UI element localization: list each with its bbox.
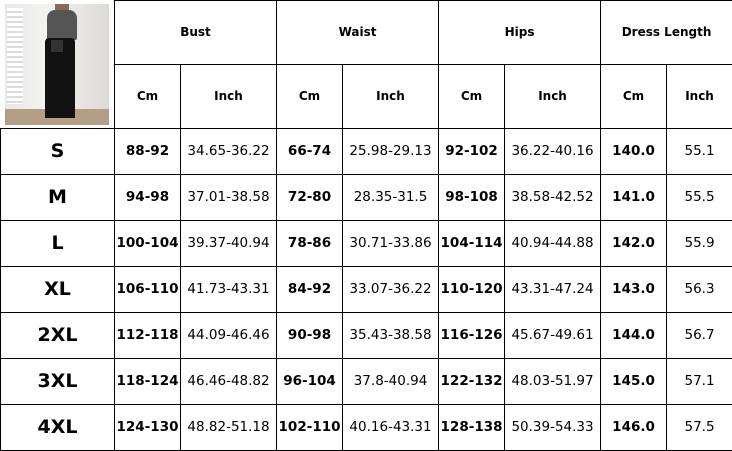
cm-value: 141.0 bbox=[601, 174, 667, 220]
size-label: L bbox=[1, 220, 115, 266]
inch-value: 56.3 bbox=[667, 266, 732, 312]
header-hips: Hips bbox=[439, 1, 601, 65]
cm-value: 94-98 bbox=[115, 174, 181, 220]
cm-value: 146.0 bbox=[601, 404, 667, 450]
unit-header: Cm bbox=[277, 64, 343, 128]
inch-value: 25.98-29.13 bbox=[343, 128, 439, 174]
cm-value: 144.0 bbox=[601, 312, 667, 358]
inch-value: 35.43-38.58 bbox=[343, 312, 439, 358]
unit-header: Inch bbox=[505, 64, 601, 128]
inch-value: 55.5 bbox=[667, 174, 732, 220]
unit-header: Inch bbox=[343, 64, 439, 128]
inch-value: 43.31-47.24 bbox=[505, 266, 601, 312]
unit-header: Inch bbox=[667, 64, 732, 128]
size-label: 4XL bbox=[1, 404, 115, 450]
inch-value: 40.16-43.31 bbox=[343, 404, 439, 450]
inch-value: 37.01-38.58 bbox=[181, 174, 277, 220]
inch-value: 46.46-48.82 bbox=[181, 358, 277, 404]
cm-value: 124-130 bbox=[115, 404, 181, 450]
header-bust: Bust bbox=[115, 1, 277, 65]
inch-value: 55.1 bbox=[667, 128, 732, 174]
inch-value: 39.37-40.94 bbox=[181, 220, 277, 266]
cm-value: 142.0 bbox=[601, 220, 667, 266]
inch-value: 48.03-51.97 bbox=[505, 358, 601, 404]
inch-value: 57.1 bbox=[667, 358, 732, 404]
inch-value: 57.5 bbox=[667, 404, 732, 450]
inch-value: 33.07-36.22 bbox=[343, 266, 439, 312]
unit-header: Inch bbox=[181, 64, 277, 128]
cm-value: 66-74 bbox=[277, 128, 343, 174]
cm-value: 88-92 bbox=[115, 128, 181, 174]
inch-value: 37.8-40.94 bbox=[343, 358, 439, 404]
product-photo-cell bbox=[1, 1, 115, 129]
cm-value: 122-132 bbox=[439, 358, 505, 404]
header-row-groups: Bust Waist Hips Dress Length bbox=[1, 1, 732, 65]
cm-value: 110-120 bbox=[439, 266, 505, 312]
header-dress-length: Dress Length bbox=[601, 1, 732, 65]
cm-value: 102-110 bbox=[277, 404, 343, 450]
cm-value: 90-98 bbox=[277, 312, 343, 358]
cm-value: 72-80 bbox=[277, 174, 343, 220]
cm-value: 106-110 bbox=[115, 266, 181, 312]
size-label: 3XL bbox=[1, 358, 115, 404]
inch-value: 30.71-33.86 bbox=[343, 220, 439, 266]
cm-value: 128-138 bbox=[439, 404, 505, 450]
size-label: S bbox=[1, 128, 115, 174]
cm-value: 112-118 bbox=[115, 312, 181, 358]
inch-value: 38.58-42.52 bbox=[505, 174, 601, 220]
inch-value: 41.73-43.31 bbox=[181, 266, 277, 312]
cm-value: 143.0 bbox=[601, 266, 667, 312]
inch-value: 56.7 bbox=[667, 312, 732, 358]
size-label: M bbox=[1, 174, 115, 220]
unit-header: Cm bbox=[115, 64, 181, 128]
cm-value: 116-126 bbox=[439, 312, 505, 358]
cm-value: 92-102 bbox=[439, 128, 505, 174]
cm-value: 100-104 bbox=[115, 220, 181, 266]
inch-value: 36.22-40.16 bbox=[505, 128, 601, 174]
inch-value: 28.35-31.5 bbox=[343, 174, 439, 220]
cm-value: 96-104 bbox=[277, 358, 343, 404]
size-label: 2XL bbox=[1, 312, 115, 358]
inch-value: 34.65-36.22 bbox=[181, 128, 277, 174]
cm-value: 118-124 bbox=[115, 358, 181, 404]
cm-value: 84-92 bbox=[277, 266, 343, 312]
inch-value: 55.9 bbox=[667, 220, 732, 266]
inch-value: 48.82-51.18 bbox=[181, 404, 277, 450]
cm-value: 140.0 bbox=[601, 128, 667, 174]
inch-value: 44.09-46.46 bbox=[181, 312, 277, 358]
size-label: XL bbox=[1, 266, 115, 312]
inch-value: 40.94-44.88 bbox=[505, 220, 601, 266]
inch-value: 50.39-54.33 bbox=[505, 404, 601, 450]
unit-header: Cm bbox=[601, 64, 667, 128]
unit-header: Cm bbox=[439, 64, 505, 128]
inch-value: 45.67-49.61 bbox=[505, 312, 601, 358]
header-waist: Waist bbox=[277, 1, 439, 65]
cm-value: 98-108 bbox=[439, 174, 505, 220]
cm-value: 145.0 bbox=[601, 358, 667, 404]
cm-value: 78-86 bbox=[277, 220, 343, 266]
product-photo bbox=[5, 4, 109, 125]
cm-value: 104-114 bbox=[439, 220, 505, 266]
